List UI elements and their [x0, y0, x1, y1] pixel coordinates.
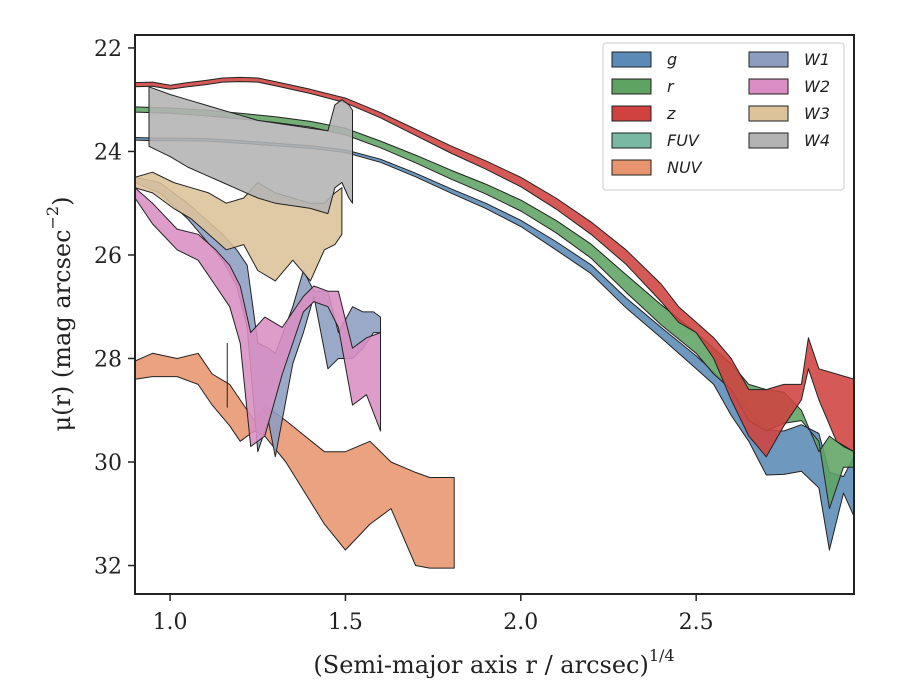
- y-tick-label: 22: [94, 37, 122, 62]
- legend-swatch-W3: [748, 105, 789, 122]
- series-band-z: [135, 76, 854, 458]
- legend-label-W3: W3: [804, 104, 830, 123]
- legend-swatch-g: [611, 51, 652, 68]
- x-tick-label: 1.5: [328, 610, 363, 635]
- series-band-NUV: [135, 352, 455, 569]
- y-tick-label: 24: [94, 140, 122, 165]
- x-tick-label: 2.0: [503, 610, 538, 635]
- y-tick-label: 28: [94, 347, 122, 372]
- legend-swatch-FUV: [611, 132, 652, 149]
- y-tick-label: 30: [94, 451, 122, 476]
- legend: grz FUV NUV W1 W2 W3 W4: [602, 42, 845, 191]
- legend-label-W4: W4: [804, 131, 830, 150]
- series-band-g: [135, 137, 854, 551]
- axis-ticks: 1.0 1.5 2.0 2.5 22 24 26 28 30 32: [94, 37, 714, 635]
- plot-frame: [134, 34, 855, 595]
- legend-label-r: r: [667, 77, 675, 96]
- legend-label-W1: W1: [804, 50, 830, 69]
- series-band-r: [135, 106, 854, 510]
- legend-swatch-r: [611, 78, 652, 95]
- legend-label-NUV: NUV: [667, 158, 703, 177]
- y-axis-label: μ(r) (mag arcsec−2): [43, 197, 76, 432]
- legend-label-FUV: FUV: [667, 131, 700, 150]
- series-band-W4: [148, 86, 353, 215]
- x-axis-label: (Semi-major axis r / arcsec)1/4: [313, 646, 674, 679]
- y-tick-label: 32: [94, 555, 122, 580]
- legend-swatch-W4: [748, 132, 789, 149]
- legend-swatch-z: [611, 105, 652, 122]
- legend-swatch-W2: [748, 78, 789, 95]
- y-tick-label: 26: [94, 244, 122, 269]
- legend-label-z: z: [666, 104, 676, 123]
- series-layer: [135, 76, 854, 569]
- legend-label-g: g: [667, 50, 677, 69]
- legend-label-W2: W2: [804, 77, 830, 96]
- series-band-W2: [135, 187, 381, 447]
- x-tick-label: 1.0: [153, 610, 188, 635]
- legend-swatch-W1: [748, 51, 789, 68]
- legend-swatch-NUV: [611, 159, 652, 176]
- x-tick-label: 2.5: [679, 610, 714, 635]
